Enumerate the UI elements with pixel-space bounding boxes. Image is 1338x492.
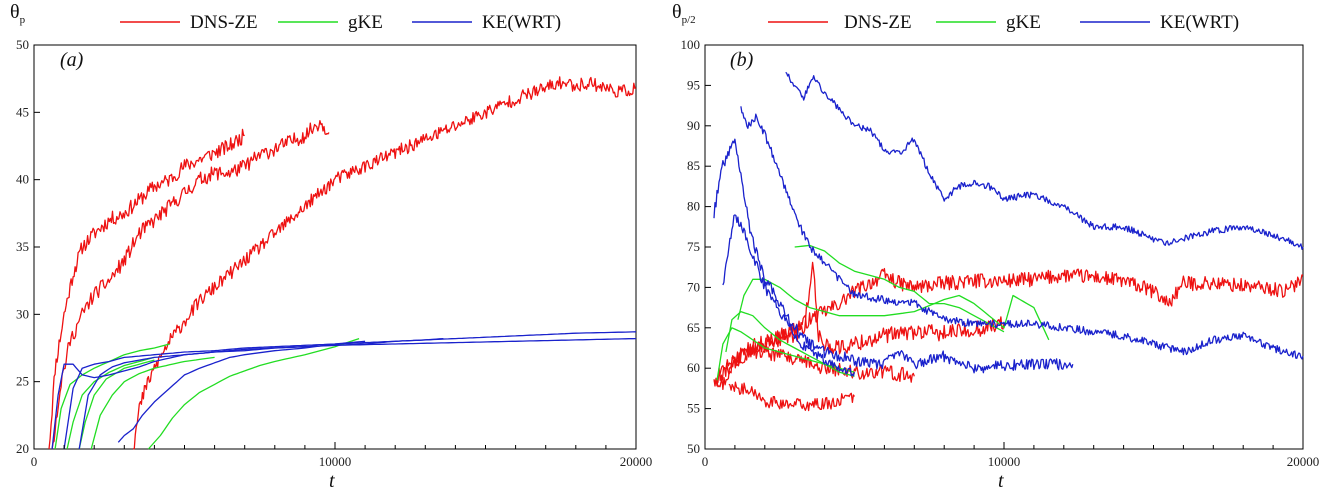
series-dns-ze-line-1 bbox=[48, 128, 245, 450]
series-ke-wrt-line-10 bbox=[63, 331, 637, 450]
series-ke-wrt-line-12 bbox=[117, 340, 366, 443]
y-tick-label: 65 bbox=[687, 320, 700, 335]
y-tick-label: 95 bbox=[687, 77, 700, 92]
x-axis-label-b: t bbox=[998, 470, 1004, 492]
y-axis-label-b: θp/2 bbox=[672, 1, 696, 26]
legend-label-gke-b: gKE bbox=[1006, 12, 1041, 33]
x-tick-label: 10000 bbox=[988, 454, 1021, 469]
y-tick-label: 100 bbox=[681, 37, 701, 52]
series-ke-wrt-line-10 bbox=[740, 106, 1304, 360]
legend-label-gke-a: gKE bbox=[348, 12, 383, 33]
series-gke-line-8 bbox=[147, 337, 360, 450]
y-tick-label: 50 bbox=[16, 37, 29, 52]
series-gke-line-5 bbox=[66, 356, 155, 450]
legend-a: DNS-ZE gKE KE(WRT) bbox=[120, 12, 561, 33]
y-tick-label: 55 bbox=[687, 401, 700, 416]
series-group-a bbox=[48, 76, 637, 450]
ticks-group-b: 0 10000 20000 50 55 60 65 70 75 80 85 90 95 100 bbox=[681, 37, 1320, 469]
y-tick-label: 75 bbox=[687, 239, 700, 254]
y-tick-label: 25 bbox=[16, 374, 29, 389]
panel-label-b: (b) bbox=[730, 49, 754, 71]
legend-label-dns-ze-a: DNS-ZE bbox=[190, 12, 258, 33]
series-dns-ze-line-3 bbox=[713, 345, 915, 387]
series-gke-line-8 bbox=[794, 244, 1005, 333]
series-gke-line-7 bbox=[90, 356, 215, 450]
panel-b: 0 10000 20000 50 55 60 65 70 75 80 85 90 95 100 (b) θ… bbox=[672, 1, 1319, 492]
y-tick-label: 70 bbox=[687, 279, 700, 294]
series-gke-line-7 bbox=[737, 278, 1050, 341]
series-ke-wrt-line-12 bbox=[722, 214, 856, 377]
y-tick-label: 35 bbox=[16, 239, 29, 254]
y-tick-label: 50 bbox=[687, 441, 700, 456]
y-tick-label: 60 bbox=[687, 360, 700, 375]
y-tick-label: 45 bbox=[16, 104, 29, 119]
series-ke-wrt-line-11 bbox=[78, 337, 444, 450]
legend-label-dns-ze-b: DNS-ZE bbox=[844, 12, 912, 33]
series-gke-line-6 bbox=[725, 310, 855, 377]
plot-frame-a bbox=[33, 44, 637, 450]
x-tick-label: 0 bbox=[702, 454, 709, 469]
ticks-group-a: 0 10000 20000 20 25 30 35 40 45 50 bbox=[16, 37, 652, 469]
y-tick-label: 30 bbox=[16, 306, 29, 321]
y-tick-label: 40 bbox=[16, 172, 29, 187]
series-ke-wrt-line-11 bbox=[785, 71, 1304, 250]
series-gke-line-5 bbox=[716, 327, 855, 381]
series-ke-wrt-line-9 bbox=[51, 337, 637, 450]
y-tick-label: 90 bbox=[687, 118, 700, 133]
x-tick-label: 20000 bbox=[620, 454, 653, 469]
y-tick-label: 20 bbox=[16, 441, 29, 456]
legend-label-ke-wrt-a: KE(WRT) bbox=[482, 12, 561, 33]
series-dns-ze-line-2 bbox=[51, 120, 330, 450]
panel-a: 0 10000 20000 20 25 30 35 40 45 50 (a) θp t DNS-Z… bbox=[10, 1, 652, 492]
panel-label-a: (a) bbox=[60, 49, 84, 71]
x-axis-label-a: t bbox=[329, 470, 335, 492]
series-ke-wrt-line-9 bbox=[713, 138, 1074, 374]
series-dns-ze-line-4 bbox=[728, 381, 856, 412]
x-tick-label: 0 bbox=[31, 454, 38, 469]
x-tick-label: 20000 bbox=[1287, 454, 1320, 469]
y-axis-label-a: θp bbox=[10, 1, 26, 26]
legend-label-ke-wrt-b: KE(WRT) bbox=[1160, 12, 1239, 33]
series-dns-ze-line-3 bbox=[133, 76, 637, 450]
series-dns-ze-line-1 bbox=[713, 267, 1304, 391]
series-gke-line-6 bbox=[78, 359, 155, 450]
y-tick-label: 85 bbox=[687, 158, 700, 173]
x-tick-label: 10000 bbox=[319, 454, 352, 469]
legend-b: DNS-ZE gKE KE(WRT) bbox=[768, 12, 1239, 33]
series-group-b bbox=[713, 71, 1304, 412]
y-tick-label: 80 bbox=[687, 199, 700, 214]
